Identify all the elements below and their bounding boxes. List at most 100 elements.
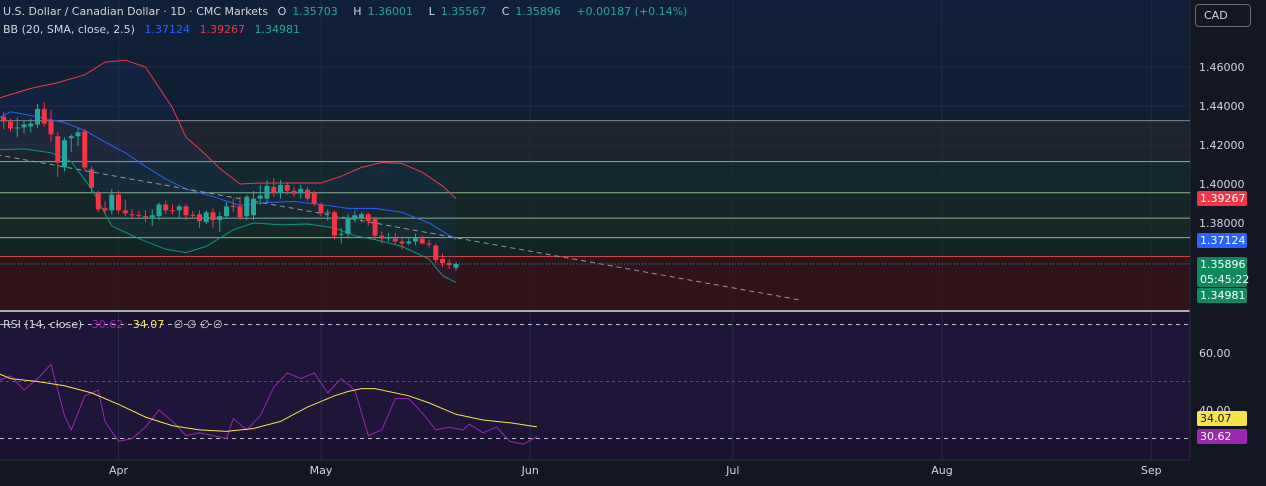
symbol-legend: U.S. Dollar / Canadian Dollar · 1D · CMC… xyxy=(3,5,693,18)
candle-body xyxy=(89,169,94,188)
candle-up xyxy=(28,118,34,133)
ohlc-open: O 1.35703 xyxy=(277,5,338,18)
candle-down xyxy=(237,196,243,221)
candle-down xyxy=(399,238,405,250)
candle-down xyxy=(102,201,108,215)
bollinger-legend[interactable]: BB (20, SMA, close, 2.5) 1.37124 1.39267… xyxy=(3,23,306,36)
candle-up xyxy=(359,212,364,223)
candle-up xyxy=(264,180,270,203)
candle-up xyxy=(352,211,358,223)
candle-up xyxy=(386,232,391,242)
price-change: +0.00187 (+0.14%) xyxy=(576,5,688,18)
price-zone xyxy=(0,120,1190,162)
time-tick-label: Apr xyxy=(109,464,129,477)
price-zone xyxy=(0,237,1190,257)
candle-up xyxy=(14,117,20,138)
candle-body xyxy=(278,184,283,193)
candle-up xyxy=(217,212,223,232)
candle-down xyxy=(210,208,216,228)
candle-down xyxy=(1,111,7,130)
candle-body xyxy=(284,184,290,191)
currency-button[interactable]: CAD xyxy=(1195,4,1251,27)
candle-down xyxy=(55,132,61,178)
candle-body xyxy=(305,189,310,199)
candle-up xyxy=(109,188,115,215)
candle-down xyxy=(284,182,290,195)
rsi-placeholder-values: ∅ ∅ ∅ ∅ xyxy=(173,318,223,331)
bb-middle-price-tag: 1.37124 xyxy=(1197,233,1247,248)
candle-body xyxy=(365,214,371,222)
candle-body xyxy=(251,198,256,216)
time-tick-label: May xyxy=(310,464,333,477)
candle-body xyxy=(291,190,297,194)
candle-body xyxy=(338,233,344,235)
candle-up xyxy=(203,210,209,224)
candle-body xyxy=(453,264,459,268)
candle-body xyxy=(203,212,209,223)
candle-down xyxy=(197,210,202,228)
candle-body xyxy=(149,215,155,218)
candle-body xyxy=(102,208,108,211)
candle-down xyxy=(163,200,169,215)
candle-body xyxy=(116,194,121,211)
bb-upper-price-tag: 1.39267 xyxy=(1197,191,1247,206)
candle-body xyxy=(68,136,74,139)
candle-down xyxy=(116,190,121,214)
candle-body xyxy=(406,241,412,244)
time-axis-background xyxy=(0,460,1190,482)
candle-up xyxy=(345,214,351,238)
candle-down xyxy=(318,202,324,217)
price-zone xyxy=(0,256,1190,310)
ohlc-high: H 1.36001 xyxy=(353,5,414,18)
candle-down xyxy=(95,190,101,213)
price-zones xyxy=(0,120,1190,310)
bb-upper-value: 1.39267 xyxy=(199,23,245,36)
bb-lower-value: 1.34981 xyxy=(254,23,300,36)
symbol-title: U.S. Dollar / Canadian Dollar · 1D · CMC… xyxy=(3,5,269,18)
candle-body xyxy=(345,218,351,234)
candle-down xyxy=(392,232,398,245)
candle-down xyxy=(305,186,310,201)
candle-body xyxy=(190,214,196,216)
candle-body xyxy=(210,212,216,221)
candle-up xyxy=(298,184,304,199)
candle-up xyxy=(325,209,331,222)
candle-up xyxy=(413,233,418,246)
candle-down xyxy=(230,198,236,213)
candle-up xyxy=(62,137,67,172)
candle-body xyxy=(170,210,175,212)
dashed-trendline xyxy=(0,154,801,301)
candle-body xyxy=(446,262,452,265)
rsi-ma-value: 34.07 xyxy=(132,318,165,331)
rsi-line xyxy=(0,363,538,445)
last-price-value: 1.35896 xyxy=(1200,258,1246,271)
ohlc-close: C 1.35896 xyxy=(501,5,561,18)
candle-up xyxy=(35,104,40,129)
rsi-legend[interactable]: RSI (14, close) 30.62 34.07 ∅ ∅ ∅ ∅ xyxy=(3,318,229,331)
candle-down xyxy=(122,199,128,217)
candle-body xyxy=(419,238,425,244)
candle-body xyxy=(264,185,270,199)
rsi-ma-line xyxy=(0,373,538,432)
candle-body xyxy=(372,219,378,236)
candle-down xyxy=(8,118,13,132)
candle-body xyxy=(433,245,439,261)
candle-up xyxy=(244,194,250,221)
candle-down xyxy=(41,102,47,127)
bb-label: BB (20, SMA, close, 2.5) xyxy=(3,23,135,36)
candle-down xyxy=(372,217,378,240)
candle-down xyxy=(291,186,297,197)
candle-body xyxy=(41,108,47,124)
candle-down xyxy=(143,210,148,223)
price-tick-label: 1.46000 xyxy=(1199,61,1245,74)
candle-up xyxy=(406,237,412,246)
candle-body xyxy=(95,192,101,210)
candle-body xyxy=(1,116,7,122)
candle-down xyxy=(129,209,135,220)
candle-body xyxy=(237,206,243,218)
price-tick-label: 1.44000 xyxy=(1199,100,1245,113)
candle-body xyxy=(143,216,148,219)
candle-down xyxy=(89,166,94,193)
